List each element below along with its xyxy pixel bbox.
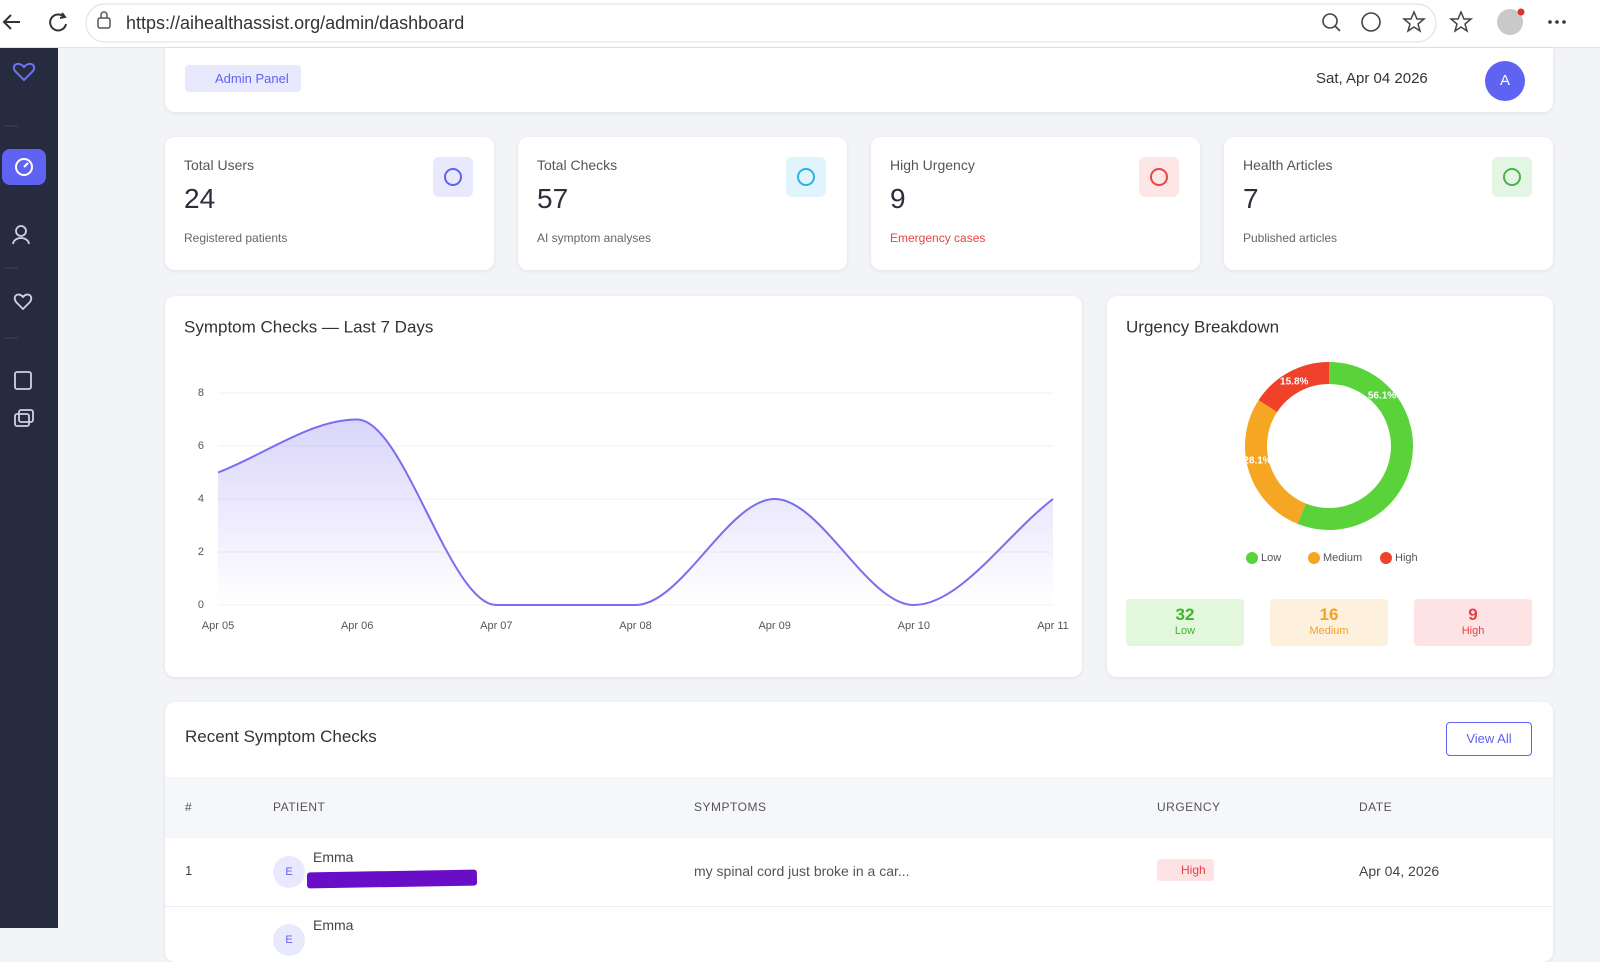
table-header bbox=[165, 777, 1553, 838]
slice-label: 28.1% bbox=[1243, 455, 1271, 466]
breakdown-box: 9 High bbox=[1414, 599, 1532, 646]
line-area bbox=[218, 419, 1053, 605]
y-tick-label: 6 bbox=[198, 440, 204, 452]
stat-label: High Urgency bbox=[890, 157, 975, 173]
line bbox=[217, 418, 1054, 607]
stat-icon bbox=[786, 157, 826, 197]
stat-value: 24 bbox=[184, 183, 216, 214]
stat-label: Total Checks bbox=[537, 157, 618, 173]
avatar[interactable]: A bbox=[1485, 61, 1525, 101]
stat-card: High Urgency 9 Emergency cases bbox=[871, 137, 1200, 270]
x-tick-label: Apr 09 bbox=[758, 620, 790, 632]
breakdown-label: Low bbox=[1174, 625, 1196, 637]
chart-title: Urgency Breakdown bbox=[1126, 317, 1279, 336]
patient-avatar: E bbox=[273, 924, 305, 956]
patient-name: Emma bbox=[313, 917, 354, 933]
pie-slice bbox=[1245, 400, 1307, 524]
legend-label: Low bbox=[1261, 552, 1281, 564]
date: Apr 04, 2026 bbox=[1359, 863, 1440, 879]
pie-card: Urgency Breakdown 56.1% 28.1% 15.8% Low Medi… bbox=[1107, 296, 1553, 677]
column-header: # bbox=[185, 800, 193, 814]
row-divider bbox=[165, 906, 1553, 907]
x-tick-label: Apr 08 bbox=[619, 620, 651, 632]
breakdown-label: Medium bbox=[1309, 625, 1349, 637]
slice-label: 15.8% bbox=[1280, 376, 1308, 387]
breakdown-value: 32 bbox=[1175, 605, 1195, 624]
redaction bbox=[306, 869, 478, 889]
legend-swatch bbox=[1246, 552, 1258, 564]
header: Admin Panel Sat, Apr 04 2026 A bbox=[165, 48, 1553, 112]
browser-bar: https://aihealthassist.org/admin/dashboa… bbox=[0, 0, 1600, 48]
y-tick-label: 2 bbox=[198, 546, 204, 558]
breakdown-value: 16 bbox=[1319, 605, 1339, 624]
table-card: Recent Symptom Checks View All # PATIENT S… bbox=[165, 702, 1553, 962]
legend-swatch bbox=[1380, 552, 1392, 564]
breakdown-value: 9 bbox=[1468, 605, 1478, 624]
icon-glyph bbox=[444, 168, 462, 186]
y-tick-label: 0 bbox=[198, 599, 204, 611]
x-tick-label: Apr 11 bbox=[1037, 620, 1069, 632]
stat-label: Total Users bbox=[184, 157, 255, 173]
x-tick-label: Apr 07 bbox=[480, 620, 512, 632]
stat-note: AI symptom analyses bbox=[537, 231, 652, 245]
pie-slice bbox=[1258, 362, 1330, 413]
icon-glyph bbox=[1150, 168, 1168, 186]
stat-value: 7 bbox=[1243, 183, 1259, 214]
icon-glyph bbox=[1503, 168, 1521, 186]
stat-card: Health Articles 7 Published articles bbox=[1224, 137, 1553, 270]
x-tick-label: Apr 10 bbox=[898, 620, 930, 632]
sidebar bbox=[0, 48, 58, 928]
view-all-button[interactable]: View All bbox=[1446, 722, 1532, 756]
stat-label: Health Articles bbox=[1243, 157, 1333, 173]
stat-value: 57 bbox=[537, 183, 569, 214]
stat-card: Total Checks 57 AI symptom analyses bbox=[518, 137, 847, 270]
breakdown-box: 16 Medium bbox=[1270, 599, 1388, 646]
url[interactable]: https://aihealthassist.org/admin/dashboa… bbox=[126, 13, 465, 33]
slice-label: 56.1% bbox=[1368, 390, 1396, 401]
stat-card: Total Users 24 Registered patients bbox=[165, 137, 494, 270]
line-chart: Symptom Checks — Last 7 Days 0 2 4 6 8 Apr 05… bbox=[184, 317, 1069, 632]
badge: Admin Panel bbox=[185, 65, 301, 92]
table-title: Recent Symptom Checks bbox=[185, 727, 377, 746]
stat-note: Published articles bbox=[1243, 231, 1338, 245]
symptoms: my spinal cord just broke in a car... bbox=[694, 863, 910, 879]
urgency-badge: High bbox=[1157, 859, 1214, 881]
breakdown-label: High bbox=[1461, 625, 1485, 637]
column-header: SYMPTOMS bbox=[694, 800, 767, 814]
stat-icon bbox=[1492, 157, 1532, 197]
y-tick-label: 8 bbox=[198, 387, 204, 399]
stat-value: 9 bbox=[890, 183, 906, 214]
date: Sat, Apr 04 2026 bbox=[1316, 70, 1428, 87]
stat-icon bbox=[1139, 157, 1179, 197]
pie-chart: Urgency Breakdown 56.1% 28.1% 15.8% Low Medi… bbox=[1126, 317, 1418, 564]
line-card: Symptom Checks — Last 7 Days 0 2 4 6 8 Apr 05… bbox=[165, 296, 1082, 677]
stat-note: Registered patients bbox=[184, 231, 288, 245]
patient-name: Emma bbox=[313, 849, 354, 865]
row-index: 1 bbox=[185, 863, 193, 878]
browser-icons bbox=[2, 3, 1566, 43]
legend-label: High bbox=[1395, 552, 1418, 564]
column-header: URGENCY bbox=[1157, 800, 1221, 814]
icon-glyph bbox=[797, 168, 815, 186]
breakdown-box: 32 Low bbox=[1126, 599, 1244, 646]
x-tick-label: Apr 05 bbox=[202, 620, 234, 632]
chart-title: Symptom Checks — Last 7 Days bbox=[184, 317, 433, 336]
x-tick-label: Apr 06 bbox=[341, 620, 373, 632]
patient-avatar: E bbox=[273, 856, 305, 888]
y-tick-label: 4 bbox=[198, 493, 204, 505]
column-header: DATE bbox=[1359, 800, 1393, 814]
legend-swatch bbox=[1308, 552, 1320, 564]
column-header: PATIENT bbox=[273, 800, 326, 814]
sidebar-icons bbox=[2, 62, 46, 427]
stat-icon bbox=[433, 157, 473, 197]
legend-label: Medium bbox=[1323, 552, 1362, 564]
stat-note: Emergency cases bbox=[890, 231, 986, 245]
pie-slice bbox=[1297, 362, 1413, 530]
